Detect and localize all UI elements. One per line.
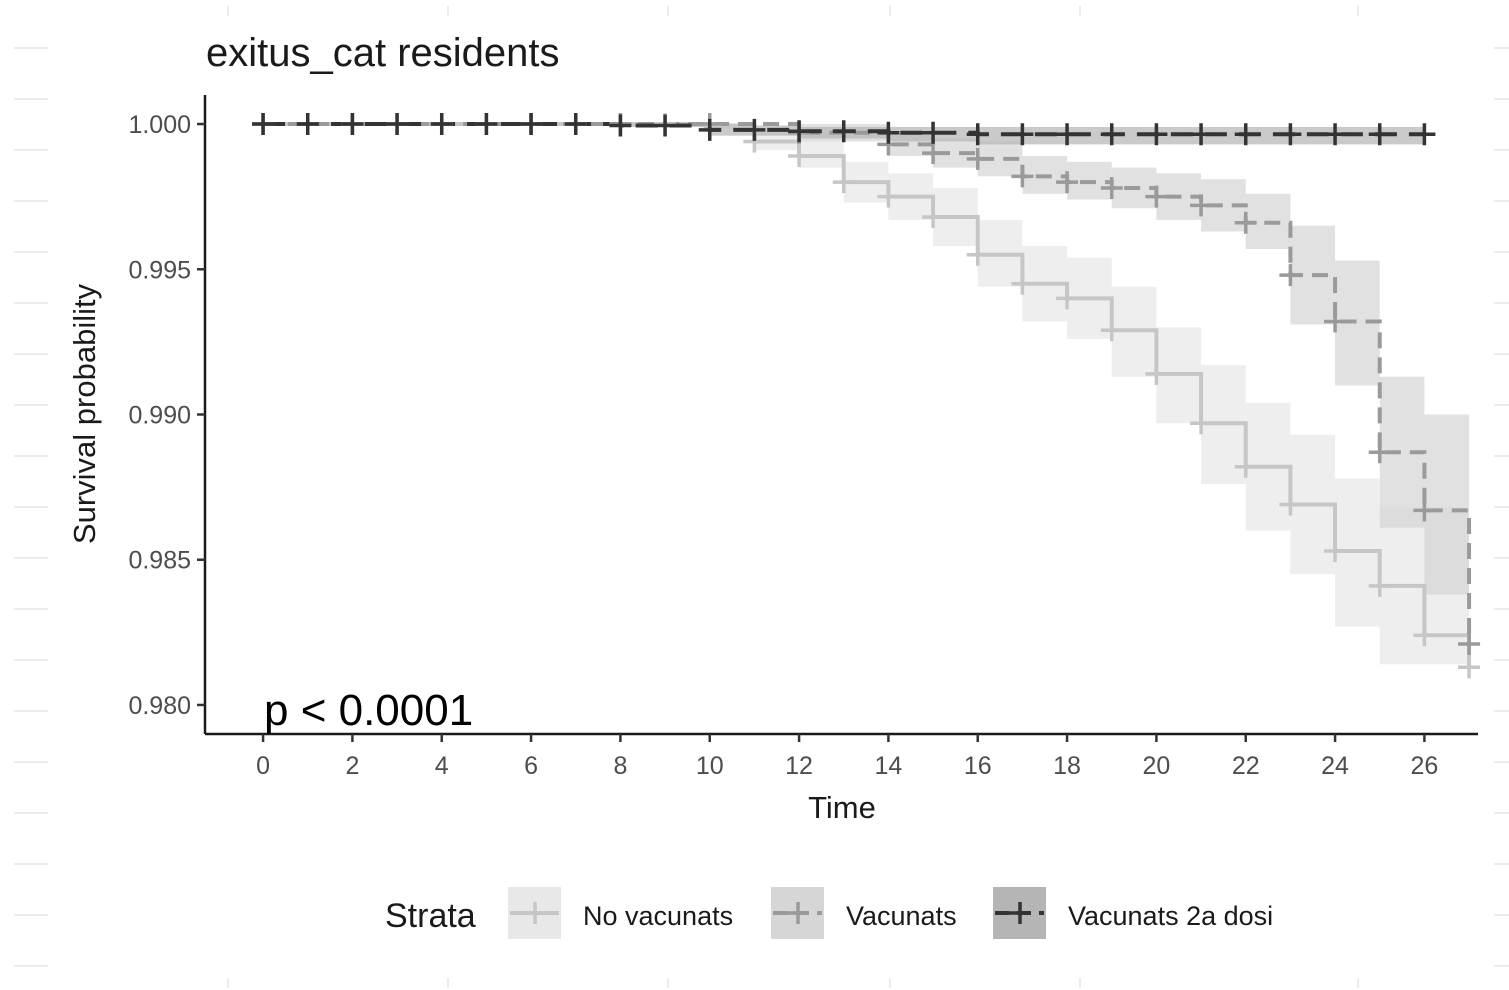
y-tick-label: 0.980 (128, 692, 191, 720)
censor-mark-2 (698, 118, 721, 141)
censor-mark-1 (1056, 171, 1079, 194)
legend-title: Strata (385, 897, 476, 935)
y-tick-label: 0.990 (128, 402, 191, 430)
x-tick-label: 12 (785, 752, 813, 780)
x-axis-ticks: 0 2 4 6 8 10 12 14 16 18 20 22 24 26 (256, 734, 1438, 780)
legend-items: No vacunats Vacunats Vacunats 2a dosi (508, 887, 1273, 939)
censor-mark-2 (1279, 123, 1302, 146)
censor-mark-2 (386, 113, 409, 136)
censor-mark-0 (1011, 272, 1034, 295)
censor-mark-1 (1458, 632, 1481, 655)
x-tick-label: 26 (1410, 752, 1438, 780)
confidence-bands (620, 124, 1470, 665)
legend-key-censor-0 (524, 902, 546, 924)
censor-mark-0 (1368, 574, 1391, 597)
censor-mark-2 (1413, 123, 1436, 146)
censor-mark-2 (475, 113, 498, 136)
censor-mark-0 (1056, 287, 1079, 310)
censor-mark-2 (877, 121, 900, 144)
censor-mark-2 (1368, 123, 1391, 146)
censor-mark-1 (1011, 165, 1034, 188)
legend: Strata No vacunats Vacunats Vacunats 2a do… (385, 887, 1273, 939)
censor-mark-0 (922, 205, 945, 228)
x-tick-label: 16 (964, 752, 992, 780)
censor-mark-2 (654, 114, 677, 137)
censor-mark-2 (1190, 123, 1213, 146)
x-tick-label: 10 (696, 752, 724, 780)
plot-area (252, 113, 1481, 679)
censor-mark-0 (1458, 656, 1481, 679)
censor-mark-1 (1190, 194, 1213, 217)
legend-label-2: Vacunats 2a dosi (1068, 901, 1273, 931)
y-tick-label: 0.995 (128, 256, 191, 284)
censor-mark-2 (430, 113, 453, 136)
x-tick-label: 18 (1053, 752, 1081, 780)
x-tick-label: 0 (256, 752, 270, 780)
x-axis-title: Time (808, 790, 876, 825)
ci-band-1 (1424, 414, 1470, 595)
censor-mark-2 (1145, 123, 1168, 146)
legend-label-1: Vacunats (846, 901, 957, 931)
censor-mark-2 (1011, 123, 1034, 146)
censor-mark-0 (1324, 540, 1347, 563)
censor-marks (252, 113, 1481, 679)
censor-mark-2 (341, 113, 364, 136)
censor-mark-0 (832, 171, 855, 194)
censor-mark-2 (252, 113, 275, 136)
censor-mark-2 (296, 113, 319, 136)
y-axis-ticks: 0.980 0.985 0.990 0.995 1.000 (128, 111, 205, 720)
x-tick-label: 4 (435, 752, 449, 780)
censor-mark-2 (1234, 123, 1257, 146)
x-tick-label: 8 (613, 752, 627, 780)
censor-mark-2 (1100, 123, 1123, 146)
censor-mark-2 (520, 113, 543, 136)
y-axis-title: Survival probability (67, 283, 102, 544)
y-tick-label: 0.985 (128, 547, 191, 575)
p-value-annotation: p < 0.0001 (264, 686, 473, 735)
censor-mark-2 (832, 120, 855, 143)
censor-mark-0 (1234, 455, 1257, 478)
censor-mark-1 (1324, 310, 1347, 333)
y-tick-label: 1.000 (128, 111, 191, 139)
censor-mark-2 (609, 114, 632, 137)
legend-label-0: No vacunats (583, 901, 733, 931)
censor-mark-1 (1145, 185, 1168, 208)
x-tick-label: 2 (345, 752, 359, 780)
censor-mark-1 (1100, 176, 1123, 199)
censor-mark-0 (966, 243, 989, 266)
censor-mark-2 (564, 113, 587, 136)
x-tick-label: 14 (874, 752, 902, 780)
censor-mark-1 (922, 142, 945, 165)
x-tick-label: 22 (1232, 752, 1260, 780)
censor-mark-2 (1056, 123, 1079, 146)
censor-mark-2 (743, 118, 766, 141)
censor-mark-0 (1100, 319, 1123, 342)
chart-title: exitus_cat residents (206, 31, 560, 75)
censor-mark-0 (877, 185, 900, 208)
censor-mark-2 (1324, 123, 1347, 146)
x-tick-label: 6 (524, 752, 538, 780)
censor-mark-0 (1145, 362, 1168, 385)
censor-mark-2 (966, 123, 989, 146)
censor-mark-1 (1279, 264, 1302, 287)
legend-key-censor-1 (787, 902, 809, 924)
censor-mark-1 (966, 147, 989, 170)
x-tick-label: 20 (1142, 752, 1170, 780)
censor-mark-1 (1413, 499, 1436, 522)
legend-key-censor-2 (1009, 902, 1031, 924)
censor-mark-2 (788, 120, 811, 143)
x-tick-label: 24 (1321, 752, 1349, 780)
censor-mark-0 (1279, 493, 1302, 516)
censor-mark-1 (1234, 211, 1257, 234)
censor-mark-0 (1190, 412, 1213, 435)
censor-mark-0 (788, 144, 811, 167)
censor-mark-2 (922, 121, 945, 144)
background-dashes (14, 6, 1509, 988)
censor-mark-0 (1413, 624, 1436, 647)
censor-mark-1 (1368, 441, 1391, 464)
